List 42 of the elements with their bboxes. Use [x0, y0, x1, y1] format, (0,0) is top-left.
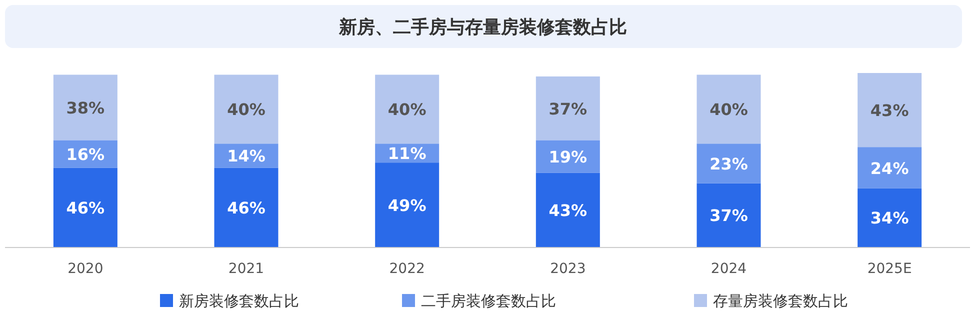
bar: [858, 188, 922, 247]
data-label: 38%: [66, 98, 105, 118]
x-tick-label: 2025E: [867, 261, 912, 277]
x-tick-label: 2021: [228, 261, 264, 277]
bar: [696, 183, 761, 247]
data-label: 40%: [388, 100, 426, 120]
bar: [53, 168, 118, 247]
bar: [858, 73, 922, 148]
data-label: 11%: [388, 144, 426, 164]
bar: [858, 147, 922, 188]
data-label: 19%: [548, 148, 588, 167]
x-tick-label: 2023: [550, 261, 586, 277]
x-tick-label: 2022: [389, 261, 425, 277]
bar: [536, 76, 600, 140]
data-label: 49%: [388, 196, 426, 215]
bar: [375, 74, 440, 144]
data-label: 24%: [870, 158, 909, 178]
x-tick-label: 2020: [68, 261, 104, 277]
bar: [214, 74, 278, 144]
x-tick-label: 2024: [710, 261, 747, 277]
bar: [696, 144, 761, 184]
data-label: 23%: [710, 154, 748, 174]
legend-label: 新房装修套数占比: [179, 292, 299, 310]
legend-label: 存量房装修套数占比: [713, 292, 848, 310]
data-label: 40%: [227, 100, 266, 120]
data-label: 34%: [870, 208, 909, 228]
data-label: 40%: [710, 100, 748, 120]
chart-title: 新房、二手房与存量房装修套数占比: [338, 17, 627, 38]
bar: [214, 168, 278, 247]
bar: [536, 172, 600, 247]
data-label: 43%: [870, 101, 909, 120]
bar: [375, 162, 440, 247]
data-label: 14%: [227, 146, 266, 166]
data-label: 43%: [548, 200, 588, 220]
data-label: 37%: [710, 206, 748, 226]
data-label: 37%: [548, 99, 588, 118]
data-label: 46%: [66, 198, 105, 218]
data-label: 46%: [227, 198, 266, 218]
bar: [53, 74, 118, 140]
data-label: 16%: [66, 144, 105, 164]
bar: [696, 74, 761, 144]
legend-label: 二手房装修套数占比: [421, 292, 556, 310]
